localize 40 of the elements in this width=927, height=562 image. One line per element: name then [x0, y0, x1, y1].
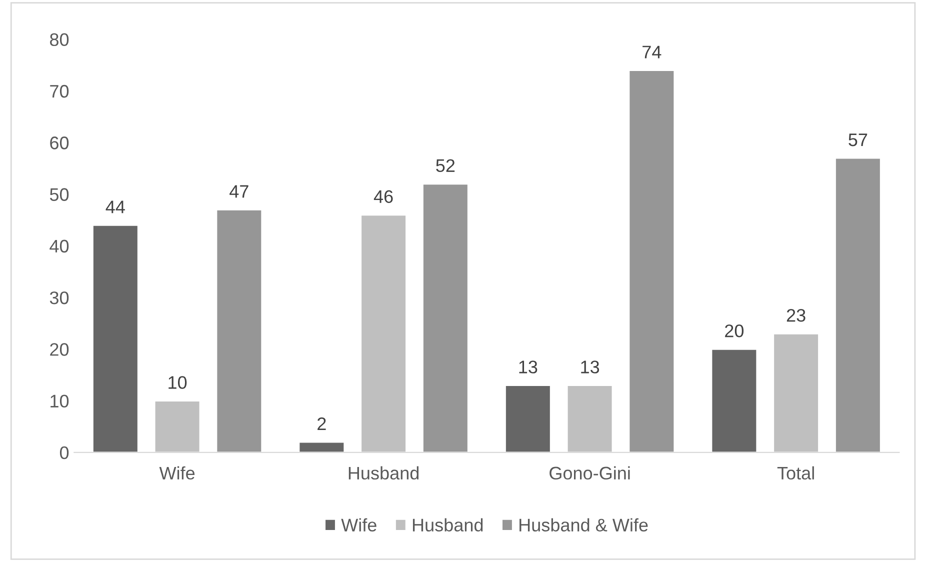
- legend-label: Wife: [341, 518, 376, 532]
- bar: [298, 441, 346, 452]
- data-label: 46: [374, 190, 393, 203]
- y-tick-label: 70: [50, 84, 69, 98]
- data-label: 13: [519, 360, 538, 374]
- x-tick-label: Husband: [348, 466, 419, 480]
- data-label: 20: [725, 324, 744, 338]
- x-tick-label: Total: [777, 466, 814, 480]
- data-label: 2: [318, 417, 326, 430]
- legend-label: Husband: [412, 518, 483, 532]
- bar: [154, 400, 201, 452]
- bar: [772, 332, 820, 452]
- legend-label: Husband & Wife: [520, 518, 648, 532]
- bar: [628, 70, 676, 452]
- y-tick-label: 80: [50, 33, 69, 46]
- data-label: 10: [168, 376, 187, 389]
- bar: [422, 183, 469, 452]
- bar: [360, 214, 407, 452]
- y-tick-label: 10: [50, 394, 69, 408]
- y-tick-label: 60: [50, 136, 69, 150]
- data-label: 74: [642, 46, 662, 58]
- data-label: 44: [106, 200, 125, 214]
- bar: [504, 384, 552, 452]
- bar: [710, 348, 758, 452]
- x-tick-label: Gono-Gini: [550, 466, 630, 480]
- y-tick-label: 0: [60, 446, 69, 460]
- y-tick-label: 20: [50, 343, 69, 356]
- x-tick-label: Wife: [159, 466, 195, 480]
- data-label: 13: [581, 360, 600, 374]
- bar: [216, 209, 263, 452]
- y-tick-label: 50: [50, 188, 69, 201]
- y-tick-label: 30: [50, 291, 69, 304]
- data-label: 52: [436, 159, 455, 172]
- data-label: 57: [848, 134, 868, 146]
- bar: [92, 224, 139, 452]
- data-label: 47: [230, 185, 248, 198]
- data-label: 23: [786, 308, 806, 322]
- bar: [834, 157, 882, 452]
- y-tick-label: 40: [50, 240, 69, 253]
- bar: [566, 384, 614, 452]
